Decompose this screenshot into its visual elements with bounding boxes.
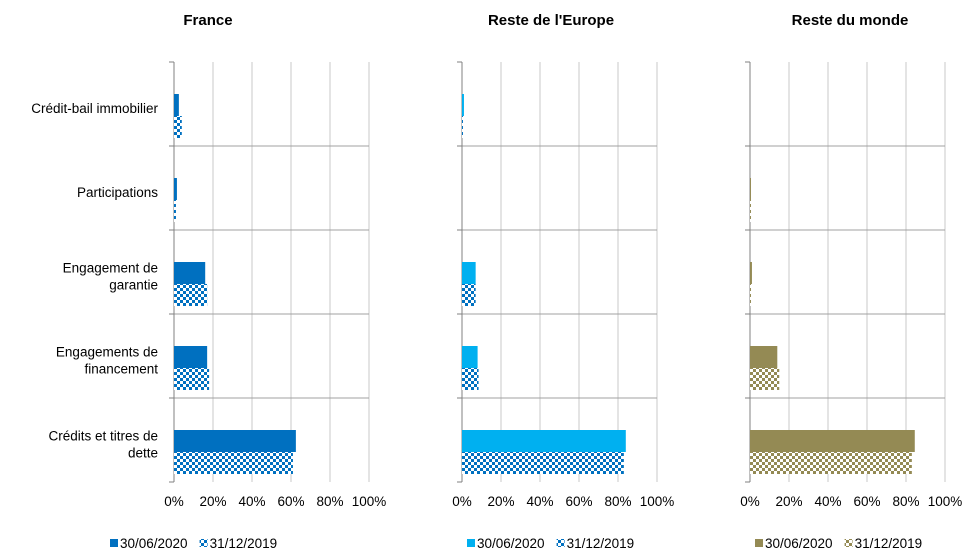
- x-tick-label: 0%: [164, 494, 184, 509]
- x-tick-label: 20%: [487, 494, 514, 509]
- category-label: Crédits et titres de: [48, 429, 158, 444]
- category-label: financement: [84, 362, 158, 377]
- x-tick-label: 60%: [565, 494, 592, 509]
- x-tick-label: 40%: [814, 494, 841, 509]
- x-tick-label: 40%: [526, 494, 553, 509]
- bar-30-06-2020-credit-bail-immobilier: [174, 94, 179, 116]
- chart-title: Reste de l'Europe: [488, 12, 614, 29]
- x-tick-label: 100%: [352, 494, 387, 509]
- legend-label: 31/12/2019: [567, 536, 635, 551]
- bar-30-06-2020-engagement-de-garantie: [462, 262, 476, 284]
- category-labels: Crédit-bail immobilier Participations Enga…: [31, 101, 158, 461]
- bar-30-06-2020-credits-et-titres-de-dette: [462, 430, 626, 452]
- bar-30-06-2020-credit-bail-immobilier: [462, 94, 464, 116]
- bar-31-12-2019-engagements-de-financement: [750, 368, 780, 390]
- x-tick-label: 100%: [640, 494, 675, 509]
- x-tick-label: 60%: [277, 494, 304, 509]
- x-tick-label: 80%: [604, 494, 631, 509]
- x-tick-label: 0%: [452, 494, 472, 509]
- category-label: Participations: [77, 185, 158, 200]
- bar-30-06-2020-participations: [750, 178, 751, 200]
- x-tick-label: 60%: [853, 494, 880, 509]
- bar-30-06-2020-credits-et-titres-de-dette: [174, 430, 296, 452]
- x-tick-label: 40%: [238, 494, 265, 509]
- x-tick-label: 20%: [199, 494, 226, 509]
- bar-31-12-2019-participations: [174, 200, 176, 222]
- chart-panel-france: France 0% 20% 40% 60% 80% 100% 30/06/2020 31/12/…: [110, 12, 386, 551]
- bar-31-12-2019-engagements-de-financement: [174, 368, 210, 390]
- legend-swatch-31-12-2019: [199, 539, 208, 547]
- x-tick-label: 0%: [740, 494, 760, 509]
- legend-swatch-30-06-2020: [755, 539, 763, 547]
- legend-swatch-31-12-2019: [556, 539, 565, 547]
- bar-31-12-2019-credit-bail-immobilier: [462, 116, 463, 138]
- legend-label: 30/06/2020: [477, 536, 545, 551]
- legend-label: 31/12/2019: [855, 536, 923, 551]
- bar-31-12-2019-engagements-de-financement: [462, 368, 479, 390]
- legend-label: 30/06/2020: [765, 536, 833, 551]
- chart-title: France: [183, 12, 232, 29]
- x-tick-label: 20%: [775, 494, 802, 509]
- x-tick-label: 80%: [316, 494, 343, 509]
- bar-30-06-2020-participations: [174, 178, 177, 200]
- category-label: Engagements de: [56, 345, 158, 360]
- x-tick-label: 100%: [928, 494, 963, 509]
- bar-31-12-2019-engagement-de-garantie: [750, 284, 751, 306]
- chart-panel-reste-de-l-europe: Reste de l'Europe 0% 20% 40% 60% 80% 100% 30/06…: [452, 12, 674, 551]
- bar-30-06-2020-engagements-de-financement: [462, 346, 478, 368]
- bar-30-06-2020-engagement-de-garantie: [174, 262, 206, 284]
- chart-title: Reste du monde: [792, 12, 909, 29]
- legend-swatch-30-06-2020: [110, 539, 118, 547]
- bar-30-06-2020-engagements-de-financement: [750, 346, 778, 368]
- legend-label: 31/12/2019: [210, 536, 278, 551]
- bar-30-06-2020-credits-et-titres-de-dette: [750, 430, 915, 452]
- bar-31-12-2019-credits-et-titres-de-dette: [750, 452, 912, 474]
- x-tick-label: 80%: [892, 494, 919, 509]
- bar-31-12-2019-participations: [750, 200, 751, 222]
- category-label: Crédit-bail immobilier: [31, 101, 158, 116]
- chart-panel-reste-du-monde: Reste du monde 0% 20% 40% 60% 80% 100% 30/06/20…: [740, 12, 962, 551]
- legend-swatch-30-06-2020: [467, 539, 475, 547]
- bar-31-12-2019-engagement-de-garantie: [174, 284, 208, 306]
- category-label: Engagement de: [63, 261, 158, 276]
- bar-31-12-2019-credits-et-titres-de-dette: [174, 452, 293, 474]
- bar-30-06-2020-engagement-de-garantie: [750, 262, 752, 284]
- legend-label: 30/06/2020: [120, 536, 188, 551]
- category-label: garantie: [109, 278, 158, 293]
- category-label: dette: [128, 446, 158, 461]
- bar-30-06-2020-engagements-de-financement: [174, 346, 208, 368]
- bar-31-12-2019-credit-bail-immobilier: [174, 116, 182, 138]
- legend-swatch-31-12-2019: [844, 539, 853, 547]
- bar-31-12-2019-credits-et-titres-de-dette: [462, 452, 624, 474]
- bar-31-12-2019-engagement-de-garantie: [462, 284, 476, 306]
